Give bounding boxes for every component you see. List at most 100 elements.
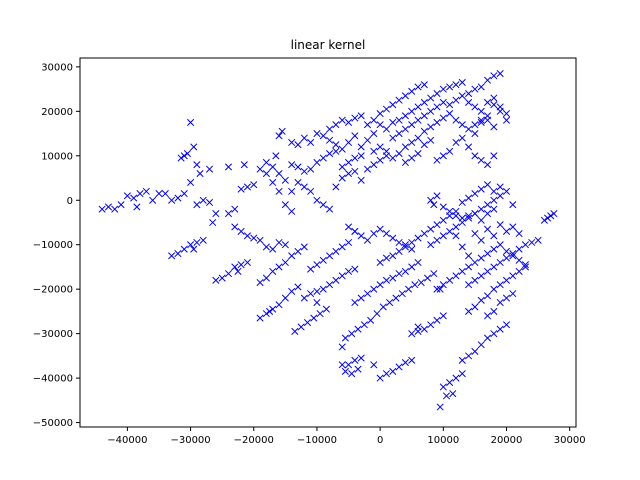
data-point — [446, 207, 454, 215]
data-point — [288, 252, 296, 260]
data-point — [351, 265, 359, 273]
data-point — [414, 150, 422, 158]
data-point — [483, 210, 492, 218]
data-point — [174, 250, 182, 258]
data-point — [452, 138, 460, 147]
y-tick-label: −20000 — [33, 285, 73, 296]
data-point — [205, 165, 214, 173]
data-point — [389, 367, 397, 375]
data-point — [465, 98, 473, 107]
data-point — [490, 152, 498, 160]
data-point — [465, 214, 473, 222]
data-point — [471, 103, 479, 111]
data-point — [240, 161, 248, 169]
data-point — [458, 356, 466, 364]
data-point — [477, 236, 485, 244]
data-point — [414, 83, 422, 91]
data-point — [275, 263, 283, 271]
data-point — [322, 305, 330, 313]
data-point — [332, 247, 340, 255]
data-point — [458, 78, 466, 87]
data-point — [452, 223, 460, 231]
data-point — [477, 296, 485, 304]
data-point — [446, 276, 454, 284]
plot-frame — [79, 57, 577, 428]
data-point — [351, 114, 359, 122]
data-point — [408, 87, 416, 95]
data-point — [363, 136, 372, 144]
data-point — [313, 130, 321, 138]
y-tick-label: −10000 — [33, 240, 73, 251]
data-point — [275, 170, 283, 178]
data-point — [483, 161, 492, 169]
data-point — [344, 267, 353, 275]
data-point — [123, 192, 131, 200]
data-point — [389, 252, 397, 260]
data-point — [408, 245, 416, 253]
data-point — [269, 267, 277, 275]
data-point — [357, 112, 365, 120]
data-point — [395, 363, 403, 371]
data-point — [231, 205, 239, 213]
data-point — [199, 196, 207, 204]
data-point — [281, 176, 289, 184]
y-tick-label: −30000 — [33, 329, 73, 340]
data-point — [256, 236, 264, 244]
data-point — [420, 98, 428, 107]
data-point — [281, 201, 289, 209]
data-point — [408, 238, 416, 247]
data-point — [142, 187, 150, 195]
data-point — [168, 252, 176, 260]
data-point — [483, 112, 492, 120]
data-point — [433, 221, 441, 229]
x-tick-label: 30000 — [554, 435, 586, 446]
data-point — [382, 254, 390, 262]
data-point — [256, 278, 264, 287]
x-tick-label: −20000 — [234, 435, 274, 446]
data-point — [417, 278, 425, 287]
data-point — [360, 321, 368, 329]
data-point — [420, 325, 428, 333]
data-point — [344, 223, 353, 231]
data-point — [490, 245, 498, 253]
data-point — [502, 321, 511, 329]
data-point — [382, 125, 390, 133]
data-point — [490, 196, 498, 204]
data-point — [509, 201, 517, 209]
data-point — [471, 85, 479, 93]
data-point — [449, 390, 457, 398]
data-point — [326, 125, 334, 133]
data-point — [490, 72, 498, 80]
data-point — [427, 123, 435, 131]
data-point — [234, 267, 242, 275]
x-tick-label: −40000 — [107, 435, 147, 446]
data-point — [395, 130, 403, 138]
data-point — [392, 294, 400, 302]
data-point — [275, 132, 283, 140]
data-point — [490, 307, 498, 315]
data-point — [490, 187, 498, 195]
data-point — [515, 267, 523, 275]
data-point — [338, 145, 346, 153]
data-point — [433, 90, 441, 98]
data-point — [376, 374, 384, 382]
data-point — [496, 221, 504, 229]
data-point — [351, 132, 359, 140]
data-point — [439, 203, 447, 211]
data-point — [490, 330, 498, 338]
data-point — [465, 125, 473, 133]
data-point — [439, 152, 447, 160]
data-point — [212, 210, 220, 218]
x-tick-label: 0 — [377, 435, 383, 446]
data-point — [351, 298, 359, 307]
data-point — [218, 274, 226, 282]
data-point — [243, 232, 251, 240]
data-point — [452, 272, 460, 280]
data-point — [256, 314, 264, 322]
data-point — [168, 196, 176, 204]
data-point — [458, 243, 466, 251]
data-point — [423, 274, 432, 282]
data-point — [389, 154, 397, 162]
plot-area — [79, 57, 577, 428]
data-point — [395, 96, 403, 104]
